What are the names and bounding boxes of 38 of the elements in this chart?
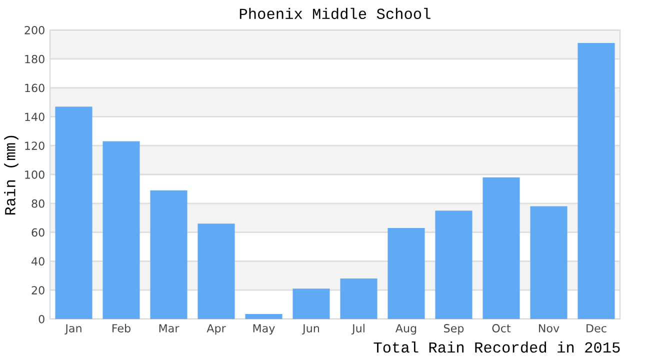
x-tick-label: Mar bbox=[159, 324, 180, 332]
y-tick-label: 120 bbox=[25, 142, 44, 150]
x-tick-label: Jan bbox=[64, 324, 82, 335]
x-tick-label: Oct bbox=[492, 324, 511, 332]
bar bbox=[388, 228, 425, 319]
chart-title: Phoenix Middle School bbox=[240, 8, 430, 20]
bar bbox=[102, 141, 140, 319]
bar bbox=[340, 278, 378, 319]
bar bbox=[198, 224, 235, 319]
y-tick-label: 40 bbox=[32, 257, 44, 266]
y-tick-label: 160 bbox=[25, 84, 44, 92]
x-tick-label: Aug bbox=[395, 324, 416, 335]
x-tick-label: Jun bbox=[302, 324, 319, 335]
bar bbox=[55, 106, 92, 319]
y-tick-label: 100 bbox=[25, 170, 44, 179]
y-tick-label: 180 bbox=[25, 54, 44, 64]
y-tick-label: 140 bbox=[25, 112, 44, 122]
bar bbox=[292, 288, 330, 319]
y-tick-label: 60 bbox=[32, 228, 44, 237]
y-tick-label: 80 bbox=[32, 199, 44, 208]
bar bbox=[482, 177, 520, 319]
y-tick-label: 20 bbox=[32, 286, 44, 294]
bar bbox=[435, 210, 472, 319]
x-tick-label: Feb bbox=[112, 324, 130, 332]
x-tick-label: Apr bbox=[206, 324, 226, 335]
bar bbox=[245, 314, 282, 319]
y-tick-label: 200 bbox=[24, 26, 44, 34]
y-tick-label: 0 bbox=[38, 314, 44, 324]
bar bbox=[150, 190, 188, 319]
x-tick-label: Sep bbox=[444, 324, 464, 335]
bar bbox=[530, 206, 568, 319]
x-tick-label: Jul bbox=[351, 324, 364, 335]
bar bbox=[578, 43, 615, 319]
y-axis-title: Rain (mm) bbox=[4, 136, 18, 215]
x-tick-label: May bbox=[253, 324, 275, 335]
x-tick-label: Dec bbox=[586, 324, 606, 332]
x-tick-label: Nov bbox=[538, 324, 560, 332]
text: Total Rain Recorded in 2015 bbox=[374, 341, 620, 353]
